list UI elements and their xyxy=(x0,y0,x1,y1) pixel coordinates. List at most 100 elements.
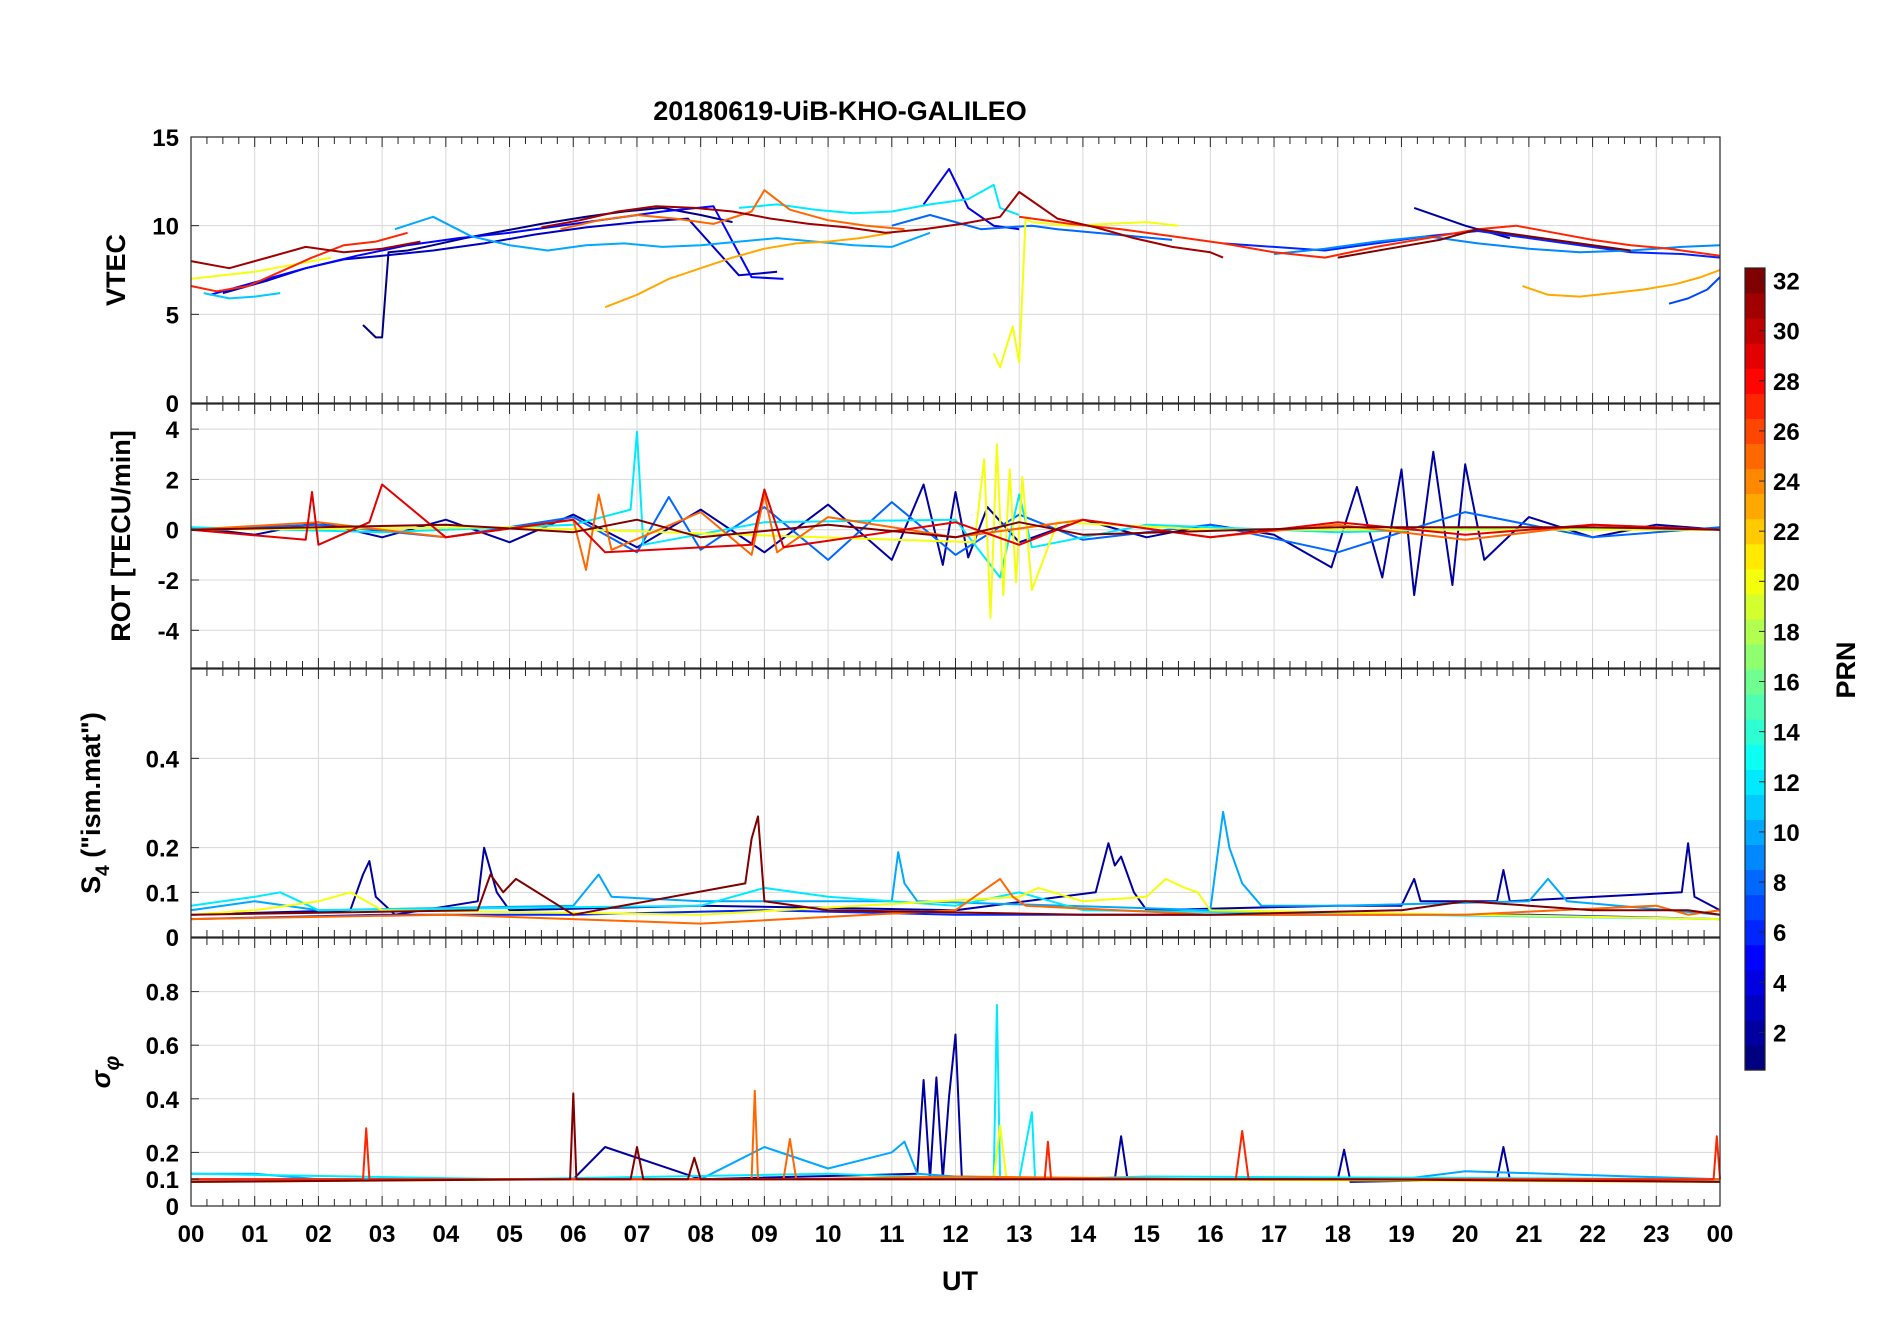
series-line-prn-31 xyxy=(190,240,421,270)
x-tick-label: 14 xyxy=(1070,1221,1097,1248)
series-line-prn-8 xyxy=(891,214,1173,241)
x-tick-label: 22 xyxy=(1579,1221,1606,1248)
series-line-prn-31b xyxy=(541,191,1224,259)
colorbar-tick-label: 26 xyxy=(1773,419,1800,446)
series-line-prn-10 xyxy=(394,215,931,252)
y-label-subscript: φ xyxy=(101,1055,124,1070)
colorbar-tick-label: 10 xyxy=(1773,820,1800,847)
colorbar-tick-label: 8 xyxy=(1773,870,1786,897)
y-label-rest: ("ism.mat") xyxy=(76,712,106,865)
minor-ticks xyxy=(190,669,1721,937)
series-line-prn-32 xyxy=(1337,228,1631,259)
x-tick-label: 17 xyxy=(1261,1221,1288,1248)
y-tick-label: 5 xyxy=(166,302,179,329)
x-tick-label: 01 xyxy=(241,1221,268,1248)
y-tick-label: 0 xyxy=(166,925,179,952)
y-label-main: σ xyxy=(86,1069,116,1088)
x-tick-label: 08 xyxy=(687,1221,714,1248)
x-tick-label: 16 xyxy=(1197,1221,1224,1248)
colorbar-segment xyxy=(1745,794,1765,820)
series-line-prn-4 xyxy=(922,167,1020,231)
series-s4 xyxy=(190,810,1721,925)
y-axis-label-vtec: VTEC xyxy=(101,234,131,306)
panel-sigma: 00.10.2 0.4 0.6 0.8 σφ xyxy=(86,937,1721,1221)
y-tick-label: 4 xyxy=(166,417,180,444)
series-sigma xyxy=(190,1004,1721,1183)
y-tick-label: 0 xyxy=(166,1194,179,1221)
colorbar-segment xyxy=(1745,944,1765,971)
series-line-prn-29 xyxy=(190,483,1721,554)
y-tick-label: 0.4 xyxy=(146,1087,180,1114)
colorbar-segment xyxy=(1745,744,1765,770)
series-vtec xyxy=(190,167,1721,369)
series-line-prn-5 xyxy=(209,205,784,296)
series-line-prn-27 xyxy=(191,1127,1721,1181)
series-line-prn-20 xyxy=(190,256,332,280)
series-line-prn-25 xyxy=(190,877,1721,925)
colorbar-segment xyxy=(1745,969,1765,996)
y-tick-label: 0.1 xyxy=(146,880,179,907)
colorbar-segment xyxy=(1745,318,1765,344)
series-line-prn-12 xyxy=(190,886,1721,921)
series-line-prn-12 xyxy=(738,183,1020,216)
series-line-prn-8 xyxy=(190,496,1721,561)
colorbar-segment xyxy=(1745,994,1765,1021)
colorbar-segment xyxy=(1745,919,1765,946)
x-tick-label: 10 xyxy=(815,1221,842,1248)
colorbar-segment xyxy=(1745,819,1765,846)
colorbar-tick-label: 2 xyxy=(1773,1020,1786,1047)
y-axis-label-rot: ROT [TECU/min] xyxy=(106,430,136,641)
y-label-subscript: 4 xyxy=(93,865,114,876)
colorbar-label: PRN xyxy=(1831,641,1861,698)
x-tick-label: 11 xyxy=(879,1221,904,1248)
series-line-prn-7 xyxy=(1668,276,1721,305)
colorbar-tick-label: 22 xyxy=(1773,519,1800,546)
colorbar-segment xyxy=(1745,1044,1765,1071)
x-tick-label: 07 xyxy=(624,1221,651,1248)
colorbar-segment xyxy=(1745,593,1765,620)
series-line-prn-27b xyxy=(1019,215,1721,259)
x-tick-label: 05 xyxy=(496,1221,523,1248)
colorbar-tick-label: 20 xyxy=(1773,569,1800,596)
grid-vtec xyxy=(190,136,1721,404)
series-line-prn-32 xyxy=(190,1092,1721,1183)
grid-sigma xyxy=(190,938,1721,1207)
colorbar-tick-label: 14 xyxy=(1773,720,1800,747)
colorbar-tick-label: 16 xyxy=(1773,670,1800,697)
y-tick-label: 0.2 xyxy=(146,836,179,863)
x-tick-label: 12 xyxy=(942,1221,969,1248)
series-line-prn-23b xyxy=(1522,269,1721,298)
x-tick-label: 20 xyxy=(1452,1221,1479,1248)
series-line-prn-6 xyxy=(1223,230,1721,259)
minor-ticks xyxy=(190,137,1721,403)
x-tick-label: 19 xyxy=(1388,1221,1415,1248)
x-tick-label: 00 xyxy=(1707,1221,1734,1248)
y-tick-label: 0.6 xyxy=(146,1033,179,1060)
x-tick-label: 02 xyxy=(305,1221,332,1248)
colorbar-frame xyxy=(1744,267,1766,1071)
colorbar-segment xyxy=(1745,669,1765,695)
colorbar-segment xyxy=(1745,543,1765,570)
series-line-prn-20 xyxy=(190,877,1721,921)
x-tick-label: 21 xyxy=(1516,1221,1543,1248)
y-tick-label: 0.2 xyxy=(146,1140,179,1167)
series-line-prn-20 xyxy=(190,443,1720,619)
series-line-prn-20b xyxy=(992,217,1179,369)
chart-title: 20180619-UiB-KHO-GALILEO xyxy=(653,96,1027,126)
y-tick-label: 2 xyxy=(166,467,179,494)
colorbar-segment xyxy=(1745,443,1765,470)
colorbar-segment xyxy=(1745,393,1765,419)
x-tick-label: 03 xyxy=(369,1221,396,1248)
x-tick-label: 06 xyxy=(560,1221,587,1248)
series-rot xyxy=(190,430,1721,619)
colorbar-segment xyxy=(1745,844,1765,871)
panel-vtec: 0 5 10 15 VTEC xyxy=(101,125,1721,418)
series-line-prn-25 xyxy=(560,189,905,231)
colorbar-tick-label: 18 xyxy=(1773,619,1800,646)
series-line-prn-32 xyxy=(190,518,1721,539)
colorbar-segment xyxy=(1745,618,1765,645)
y-tick-label: 0 xyxy=(166,518,179,545)
series-line-prn-32 xyxy=(190,815,1721,916)
